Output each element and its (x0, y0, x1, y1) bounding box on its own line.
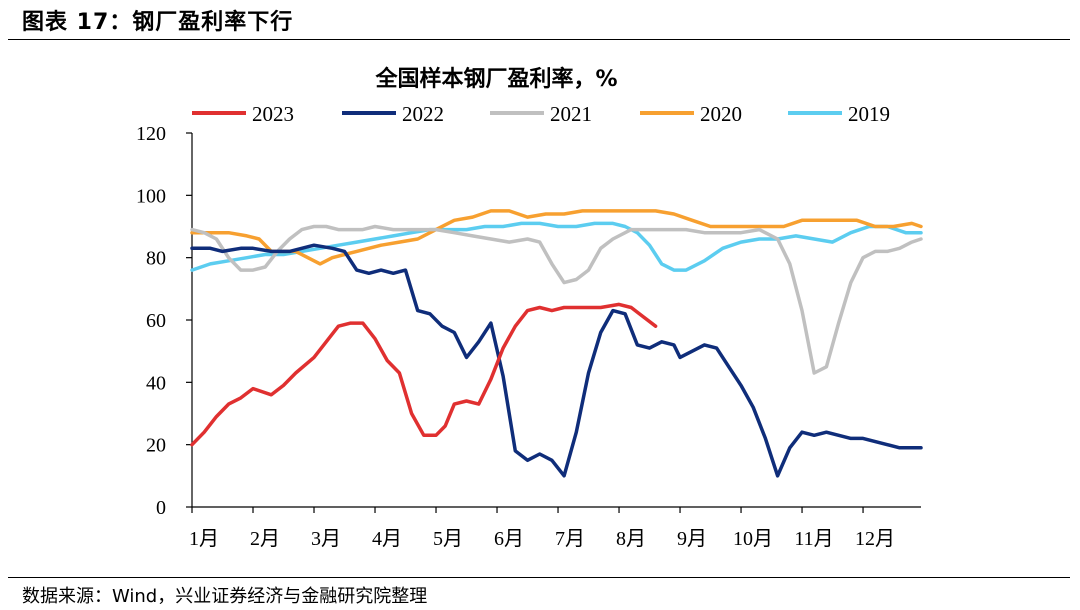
legend-label-2021: 2021 (550, 102, 592, 126)
y-tick-label: 80 (146, 248, 166, 270)
x-tick-label: 3月 (311, 528, 341, 550)
figure-title: 图表 17：钢厂盈利率下行 (22, 10, 294, 35)
y-tick-label: 20 (146, 435, 166, 457)
x-tick-label: 6月 (494, 528, 524, 550)
x-tick-label: 10月 (733, 528, 773, 550)
x-tick-label: 11月 (794, 528, 833, 550)
top-rule (8, 39, 1070, 40)
x-tick-label: 4月 (372, 528, 402, 550)
legend-label-2023: 2023 (252, 102, 294, 126)
x-tick-label: 8月 (616, 528, 646, 550)
series-line-2022 (190, 243, 923, 478)
x-tick-label: 1月 (189, 528, 219, 550)
x-tick-label: 5月 (433, 528, 463, 550)
line-chart: 全国样本钢厂盈利率，% 2023 2022 2021 2020 2019 0 20 40 60 80… (136, 66, 923, 550)
bottom-rule (8, 577, 1070, 578)
legend-label-2022: 2022 (402, 102, 444, 126)
series-line-2020 (190, 209, 923, 266)
legend-label-2020: 2020 (700, 102, 742, 126)
y-tick-label: 0 (156, 497, 166, 519)
y-tick-label: 40 (146, 372, 166, 394)
source-note: 数据来源：Wind，兴业证券经济与金融研究院整理 (22, 586, 428, 607)
series-line-2019 (190, 221, 923, 272)
legend-label-2019: 2019 (848, 102, 890, 126)
y-tick-label: 60 (146, 310, 166, 332)
series-line-2021 (190, 224, 923, 375)
x-tick-label: 12月 (855, 528, 895, 550)
chart-title: 全国样本钢厂盈利率，% (374, 66, 617, 92)
y-tick-label: 100 (136, 185, 166, 207)
y-tick-label: 120 (136, 123, 166, 145)
x-tick-label: 9月 (677, 528, 707, 550)
x-tick-label: 7月 (555, 528, 585, 550)
x-tick-label: 2月 (250, 528, 280, 550)
series-line-2023 (190, 302, 658, 447)
